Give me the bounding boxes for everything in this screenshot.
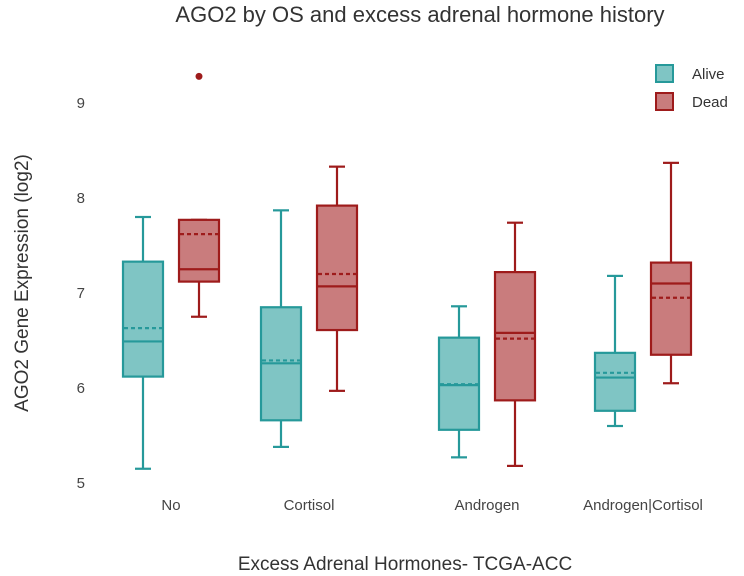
legend-label: Dead bbox=[692, 94, 728, 111]
series-alive bbox=[121, 209, 637, 470]
box-dead-no bbox=[177, 72, 221, 318]
legend[interactable]: Alive Dead bbox=[655, 64, 728, 111]
box-dead-androgen-cortisol bbox=[649, 161, 693, 385]
plot-area bbox=[121, 72, 693, 470]
box-alive-no bbox=[121, 215, 165, 470]
iqr-box bbox=[315, 204, 359, 332]
legend-item-alive[interactable]: Alive bbox=[655, 64, 725, 83]
x-tick-label: Androgen|Cortisol bbox=[583, 497, 703, 514]
iqr-box bbox=[121, 260, 165, 378]
x-axis-label: Excess Adrenal Hormones- TCGA-ACC bbox=[238, 554, 572, 575]
y-tick-label: 6 bbox=[77, 380, 85, 397]
box-alive-androgen bbox=[437, 305, 481, 459]
x-tick-label: No bbox=[161, 497, 180, 514]
iqr-box bbox=[437, 336, 481, 431]
outlier-point bbox=[195, 72, 203, 80]
box-alive-androgen-cortisol bbox=[593, 274, 637, 428]
y-axis-ticks: 5 6 7 8 9 bbox=[77, 95, 85, 492]
y-tick-label: 9 bbox=[77, 95, 85, 112]
y-tick-label: 5 bbox=[77, 475, 85, 492]
x-tick-label: Cortisol bbox=[284, 497, 335, 514]
iqr-box bbox=[649, 261, 693, 356]
chart-title: AGO2 by OS and excess adrenal hormone hi… bbox=[175, 2, 664, 27]
y-tick-label: 8 bbox=[77, 190, 85, 207]
series-dead bbox=[177, 72, 693, 467]
y-axis-label: AGO2 Gene Expression (log2) bbox=[12, 154, 33, 412]
legend-label: Alive bbox=[692, 66, 725, 83]
box-alive-cortisol bbox=[259, 209, 303, 448]
x-axis-ticks: No Cortisol Androgen Androgen|Cortisol bbox=[161, 497, 702, 514]
iqr-box bbox=[593, 351, 637, 412]
y-tick-label: 7 bbox=[77, 285, 85, 302]
iqr-box bbox=[177, 218, 221, 283]
legend-item-dead[interactable]: Dead bbox=[655, 92, 728, 111]
legend-swatch bbox=[655, 64, 674, 83]
box-dead-cortisol bbox=[315, 165, 359, 392]
box-dead-androgen bbox=[493, 221, 537, 467]
x-tick-label: Androgen bbox=[454, 497, 519, 514]
legend-swatch bbox=[655, 92, 674, 111]
iqr-box bbox=[493, 271, 537, 402]
